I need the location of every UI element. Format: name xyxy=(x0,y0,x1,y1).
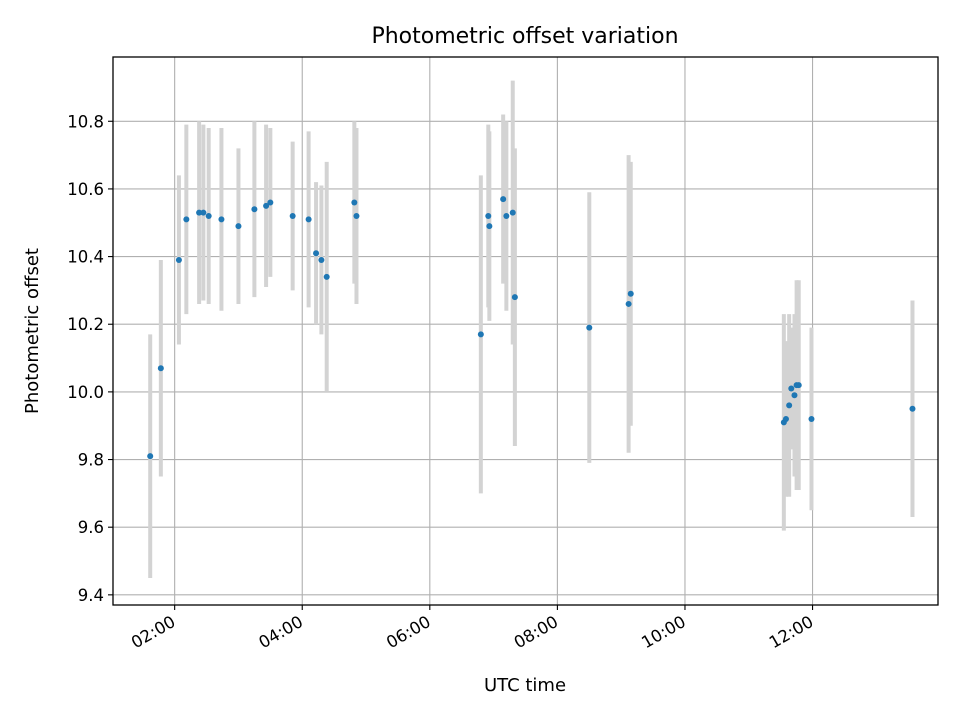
data-point xyxy=(500,196,507,203)
data-point xyxy=(486,223,493,230)
data-point xyxy=(183,216,190,223)
x-tick-label: 06:00 xyxy=(383,612,434,652)
x-axis-ticks: 02:00 04:00 06:00 08:00 10:00 12:00 xyxy=(128,605,817,652)
data-point xyxy=(509,209,516,216)
data-point xyxy=(289,212,296,219)
y-tick-label: 10.8 xyxy=(67,112,104,131)
data-point xyxy=(909,405,916,412)
plot-frame xyxy=(112,56,939,606)
data-point xyxy=(313,250,320,257)
data-point xyxy=(218,216,225,223)
data-point xyxy=(808,415,815,422)
data-point xyxy=(267,199,274,206)
y-tick-label: 10.0 xyxy=(67,383,104,402)
data-point xyxy=(175,256,182,263)
data-point xyxy=(263,202,270,209)
y-tick-label: 10.4 xyxy=(67,248,104,267)
data-point xyxy=(586,324,593,331)
y-tick-label: 10.6 xyxy=(67,180,104,199)
grid xyxy=(113,57,938,605)
x-tick-label: 12:00 xyxy=(766,612,817,652)
data-point xyxy=(205,212,212,219)
x-tick-label: 08:00 xyxy=(511,612,562,652)
x-tick-label: 02:00 xyxy=(128,612,179,652)
data-points xyxy=(147,196,916,460)
x-tick-label: 10:00 xyxy=(638,612,689,652)
y-axis-label: Photometric offset xyxy=(22,248,43,414)
data-point xyxy=(196,209,203,216)
data-point xyxy=(485,212,492,219)
data-point xyxy=(477,331,484,338)
data-point xyxy=(351,199,358,206)
data-point xyxy=(147,453,154,460)
x-axis-label: UTC time xyxy=(484,675,566,696)
data-point xyxy=(795,382,802,389)
data-point xyxy=(791,392,798,399)
data-point xyxy=(782,415,789,422)
data-point xyxy=(323,273,330,280)
y-tick-label: 10.2 xyxy=(67,315,104,334)
chart-title: Photometric offset variation xyxy=(371,24,678,49)
data-point xyxy=(353,212,360,219)
data-point xyxy=(251,206,258,213)
data-point xyxy=(157,365,164,372)
y-axis-ticks: 9.4 9.6 9.8 10.0 10.2 10.4 10.6 10.8 xyxy=(67,112,113,605)
y-tick-label: 9.8 xyxy=(78,451,104,470)
data-point xyxy=(305,216,312,223)
data-point xyxy=(627,290,634,297)
data-point xyxy=(503,212,510,219)
y-tick-label: 9.6 xyxy=(78,518,104,537)
x-tick-label: 04:00 xyxy=(256,612,307,652)
data-point xyxy=(511,294,518,301)
data-point xyxy=(200,209,207,216)
y-tick-label: 9.4 xyxy=(78,586,104,605)
data-point xyxy=(788,385,795,392)
data-point xyxy=(235,223,242,230)
error-bars xyxy=(148,80,915,578)
data-point xyxy=(318,256,325,263)
data-point xyxy=(625,300,632,307)
data-point xyxy=(786,402,793,409)
